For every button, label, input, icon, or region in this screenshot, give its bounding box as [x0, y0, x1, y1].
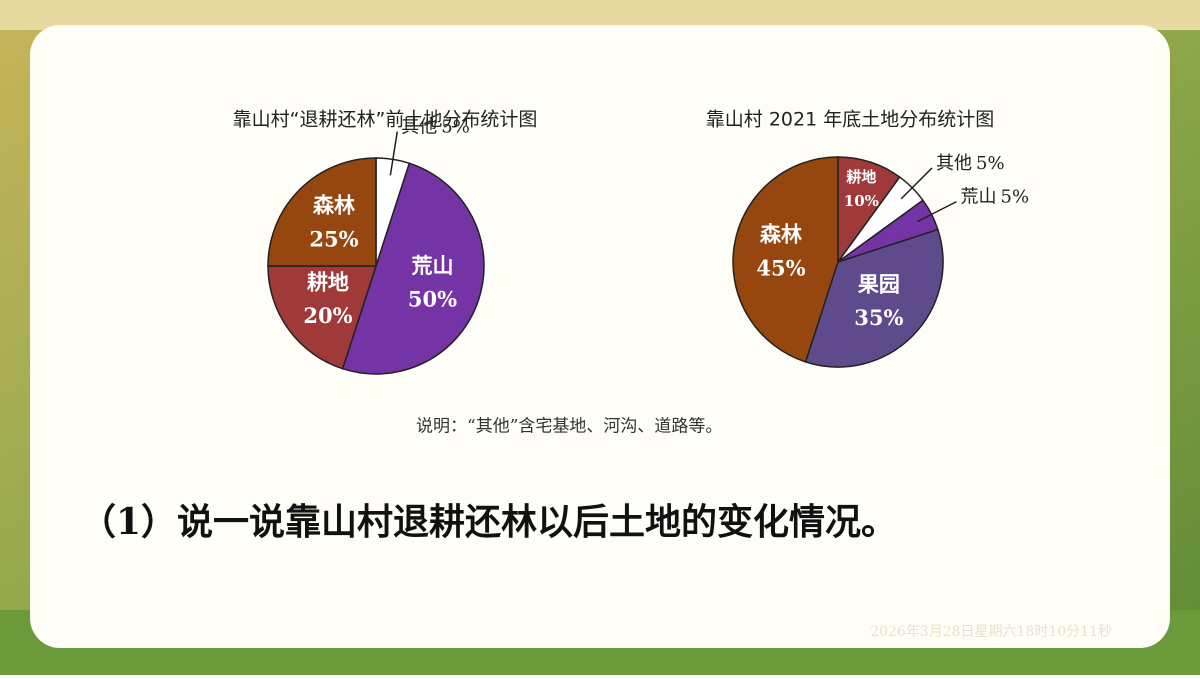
chart-title: 靠山村“退耕还林”前土地分布统计图	[233, 109, 538, 131]
slice-value: 35%	[854, 305, 903, 330]
pie-slice	[341, 162, 485, 375]
slice-value: 25%	[309, 226, 358, 251]
slice-value: 50%	[408, 287, 457, 312]
question: （1）说一说靠山村退耕还林以后土地的变化情况。	[80, 501, 897, 543]
card	[30, 25, 1170, 648]
slice-label: 森林	[760, 222, 802, 247]
pie-slice	[267, 265, 378, 370]
note: 说明：“其他”含宅基地、河沟、道路等。	[416, 417, 722, 437]
chart-title: 靠山村 2021 年底土地分布统计图	[706, 109, 994, 131]
leader-line	[900, 167, 933, 200]
leader-line	[389, 131, 399, 176]
pie-slice	[804, 228, 944, 368]
slice-label: 森林	[313, 193, 355, 218]
slice-value: 20%	[303, 303, 352, 328]
pie-slice	[732, 156, 839, 363]
slice-label: 荒山	[411, 253, 453, 278]
slice-label: 耕地	[846, 168, 876, 186]
slice-label: 耕地	[307, 270, 349, 295]
leader-line	[917, 200, 957, 223]
slice-label: 果园	[858, 272, 900, 297]
slice-label: 其他	[936, 153, 972, 174]
timestamp: 2026年3月28日星期六18时10分11秒	[870, 624, 1112, 640]
slice-value: 45%	[756, 255, 805, 280]
slice-label: 其他	[401, 117, 437, 138]
slice-value: 5%	[976, 153, 1005, 174]
slice-value: 10%	[844, 192, 879, 210]
slice-label: 荒山	[961, 187, 997, 208]
slice-value: 5%	[441, 117, 470, 138]
slice-value: 5%	[1001, 187, 1030, 208]
pie-slice	[267, 157, 377, 267]
